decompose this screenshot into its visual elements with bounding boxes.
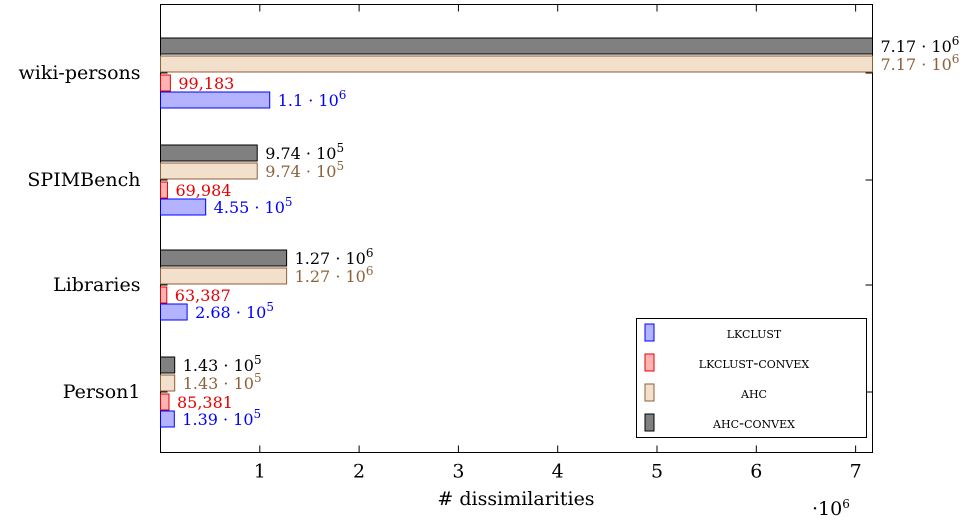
- bar-ahc-wiki-persons: [160, 55, 873, 73]
- legend-frame: [636, 318, 867, 438]
- x-tick-label: 4: [552, 461, 564, 483]
- value-label-ahc-convex-wiki-persons: 7.17 · 106: [881, 34, 960, 56]
- value-label-ahc-convex-spimbench: 9.74 · 105: [265, 141, 344, 163]
- y-axis-ticks: wiki-persons SPIMBench Libraries Person1: [18, 62, 873, 403]
- bar-ahc-libraries: [160, 267, 288, 285]
- bar-lkclust-spimbench: [160, 198, 207, 216]
- x-tick-label: 3: [452, 461, 464, 483]
- category-label-wiki-persons: wiki-persons: [18, 62, 140, 84]
- bar-lkclust-libraries: [160, 303, 188, 321]
- legend-label-lkclust: lkclust: [727, 324, 782, 342]
- bar-lkclust-person1: [160, 410, 175, 428]
- value-label-lkclust-convex-person1: 85,381: [177, 393, 233, 412]
- x-axis-label: # dissimilarities: [437, 488, 594, 510]
- legend-label-ahc-convex: ahc-convex: [712, 414, 795, 432]
- bar-ahc-convex-libraries: [160, 249, 288, 267]
- value-label-lkclust-libraries: 2.68 · 105: [195, 300, 274, 322]
- value-label-lkclust-wiki-persons: 1.1 · 106: [278, 88, 347, 110]
- value-label-ahc-libraries: 1.27 · 106: [295, 264, 374, 286]
- bar-lkclust-convex-person1: [160, 393, 170, 411]
- legend-label-lkclust-convex: lkclust-convex: [699, 354, 810, 372]
- x-tick-label: 1: [254, 461, 266, 483]
- bar-lkclust-convex-wiki-persons: [160, 74, 171, 92]
- x-tick-label: 7: [850, 461, 862, 483]
- value-label-lkclust-spimbench: 4.55 · 105: [214, 195, 293, 217]
- bar-ahc-convex-wiki-persons: [160, 37, 873, 55]
- plot-frame: [160, 4, 873, 453]
- value-label-lkclust-convex-wiki-persons: 99,183: [178, 74, 234, 93]
- category-label-spimbench: SPIMBench: [27, 169, 140, 191]
- value-label-ahc-spimbench: 9.74 · 105: [265, 159, 344, 181]
- value-label-ahc-convex-person1: 1.43 · 105: [183, 353, 262, 375]
- category-label-person1: Person1: [63, 381, 141, 403]
- value-label-lkclust-convex-spimbench: 69,984: [175, 181, 231, 200]
- legend-swatch-lkclust: [644, 323, 655, 342]
- bar-ahc-spimbench: [160, 162, 258, 180]
- legend-label-ahc: ahc: [740, 384, 767, 402]
- value-label-ahc-person1: 1.43 · 105: [183, 371, 262, 393]
- value-label-ahc-wiki-persons: 7.17 · 106: [881, 52, 960, 74]
- value-label-lkclust-convex-libraries: 63,387: [175, 286, 231, 305]
- bar-ahc-convex-spimbench: [160, 144, 258, 162]
- bar-lkclust-convex-spimbench: [160, 181, 168, 199]
- legend-swatch-ahc-convex: [644, 413, 655, 432]
- legend-swatch-ahc: [644, 383, 655, 402]
- bar-lkclust-wiki-persons: [160, 91, 271, 109]
- bar-ahc-person1: [160, 374, 176, 392]
- legend-swatch-lkclust-convex: [644, 353, 655, 372]
- bar-lkclust-convex-libraries: [160, 286, 168, 304]
- x-axis-scale-factor: ·106: [812, 497, 850, 520]
- x-tick-label: 6: [750, 461, 762, 483]
- x-axis-ticks: 1 2 3 4 5 6 7: [254, 4, 862, 483]
- legend: lkclust lkclust-convex ahc ahc-convex: [636, 318, 867, 438]
- x-tick-label: 2: [353, 461, 365, 483]
- bar-ahc-convex-person1: [160, 356, 176, 374]
- bars: [160, 37, 873, 428]
- value-label-lkclust-person1: 1.39 · 105: [182, 407, 261, 429]
- category-label-libraries: Libraries: [53, 274, 140, 296]
- x-tick-label: 5: [651, 461, 663, 483]
- value-label-ahc-convex-libraries: 1.27 · 106: [295, 246, 374, 268]
